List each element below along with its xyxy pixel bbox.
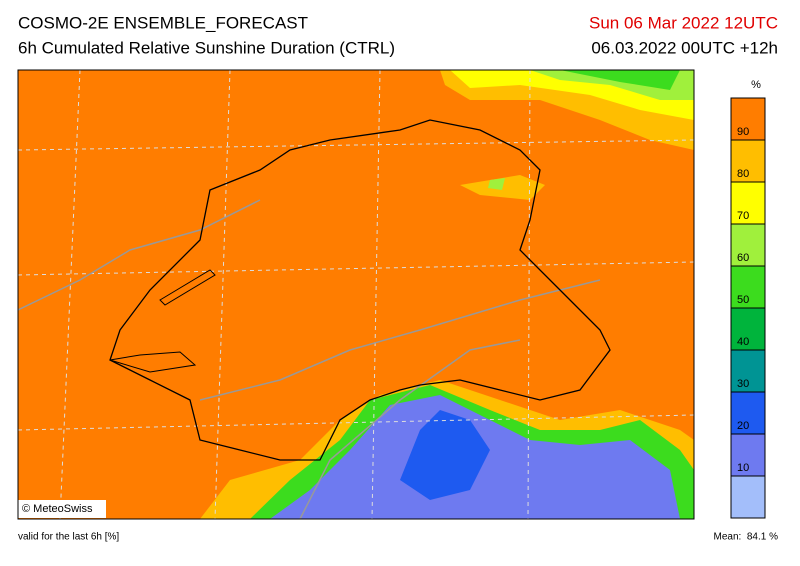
valid-date: Sun 06 Mar 2022 12UTC — [589, 13, 778, 32]
footer-left: valid for the last 6h [%] — [18, 532, 119, 543]
color-bin — [731, 308, 765, 350]
map: © MeteoSwiss — [17, 69, 695, 520]
color-bin — [731, 392, 765, 434]
legend-tick-label: 90 — [737, 126, 749, 138]
legend: % 10 20 30 40 50 60 70 80 90 — [730, 79, 766, 519]
run-time: 06.03.2022 00UTC +12h — [591, 38, 778, 57]
color-bin — [731, 350, 765, 392]
color-bin — [731, 140, 765, 182]
credit-box — [18, 500, 106, 518]
legend-tick-label: 40 — [737, 336, 749, 348]
title: COSMO-2E ENSEMBLE_FORECAST — [18, 13, 308, 32]
lake — [159, 269, 216, 306]
legend-tick-label: 70 — [737, 210, 749, 222]
footer-right: Mean: 84.1 % — [714, 532, 779, 543]
color-bin — [731, 224, 765, 266]
legend-tick-label: 20 — [737, 420, 749, 432]
field-deepblue — [400, 410, 490, 500]
map-frame — [17, 69, 695, 520]
credit: © MeteoSwiss — [22, 503, 93, 515]
color-bin — [731, 476, 765, 518]
color-bin — [731, 266, 765, 308]
subtitle: 6h Cumulated Relative Sunshine Duration … — [18, 38, 395, 57]
legend-tick-label: 80 — [737, 168, 749, 180]
field-green — [560, 70, 680, 90]
legend-frame — [730, 97, 766, 519]
field-green-spot — [488, 178, 505, 190]
country-border — [109, 119, 611, 461]
legend-tick-label: 30 — [737, 378, 749, 390]
color-bin — [731, 182, 765, 224]
color-bin — [731, 434, 765, 476]
legend-tick-label: 50 — [737, 294, 749, 306]
legend-unit: % — [751, 79, 761, 91]
region-borders — [18, 199, 601, 519]
graticule — [18, 70, 694, 519]
lake — [109, 351, 197, 373]
legend-tick-label: 10 — [737, 462, 749, 474]
color-bin — [731, 98, 765, 140]
legend-tick-label: 60 — [737, 252, 749, 264]
